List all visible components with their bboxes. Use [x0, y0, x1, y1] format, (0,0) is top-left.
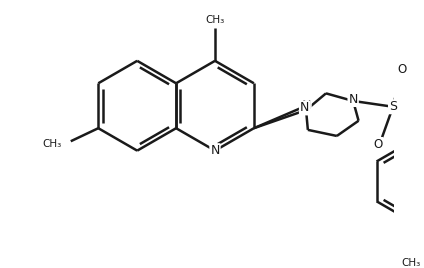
Text: S: S [389, 100, 397, 113]
Text: O: O [373, 138, 382, 151]
Text: N: N [210, 144, 220, 157]
Text: O: O [398, 63, 407, 76]
Text: CH₃: CH₃ [402, 258, 421, 267]
Text: N: N [349, 93, 358, 106]
Text: CH₃: CH₃ [43, 139, 62, 149]
Text: CH₃: CH₃ [205, 14, 225, 25]
Text: N: N [301, 99, 311, 111]
Text: N: N [300, 101, 309, 114]
